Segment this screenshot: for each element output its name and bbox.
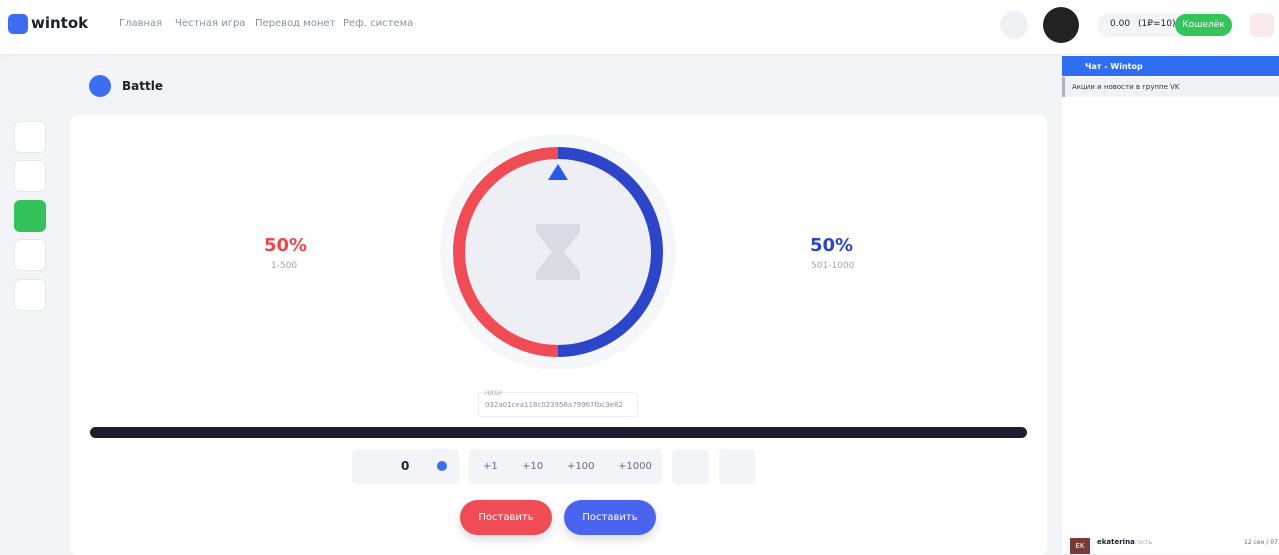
chat-notice[interactable]: Акции и новости в группе VK [1072, 83, 1180, 91]
coin-icon [437, 461, 447, 471]
hourglass [536, 224, 580, 280]
wallet-button[interactable]: Кошелёк [1175, 14, 1232, 36]
chat-header [1062, 56, 1279, 76]
rate: (1₽=10) [1138, 19, 1176, 29]
bet-value[interactable]: 0 [401, 459, 410, 473]
balance: 0.00 [1110, 19, 1131, 29]
nav-link[interactable]: Честная игра [175, 18, 246, 29]
increment-button[interactable]: +1 [483, 461, 498, 472]
logout-button[interactable] [1250, 13, 1274, 37]
hash-box [478, 392, 638, 417]
pointer [548, 164, 568, 180]
increment-button[interactable]: +1000 [618, 461, 652, 472]
logo[interactable]: wintok [31, 14, 89, 32]
chat-title: Чат - Wintop [1085, 62, 1143, 71]
chat-panel [1062, 55, 1279, 554]
right-percent: 50% [810, 235, 854, 256]
mode-button[interactable] [14, 239, 46, 271]
mode-button[interactable] [14, 160, 46, 192]
hash-label: HASH [485, 390, 502, 397]
clear-button[interactable] [719, 449, 755, 484]
logo-icon[interactable] [8, 14, 28, 34]
chat-avatar: EK [1070, 538, 1090, 554]
left-percent: 50% [264, 235, 308, 256]
wheel [440, 134, 676, 370]
increment-button[interactable]: +100 [567, 461, 595, 472]
chat-notice-box [1062, 77, 1279, 97]
nav-link[interactable]: Реф. система [343, 18, 414, 29]
nav-link[interactable]: Главная [119, 18, 163, 29]
hash: 032a01cea118c023958a79967fbc3e82 [485, 401, 623, 409]
mode-button-active[interactable] [14, 200, 46, 232]
mode-button[interactable] [14, 121, 46, 153]
telegram-button[interactable] [1000, 11, 1028, 39]
right-range: 501-1000 [811, 261, 855, 271]
avatar[interactable] [1043, 7, 1079, 43]
chat-role: гость [1135, 539, 1153, 546]
refresh-button[interactable] [672, 449, 709, 484]
header: wintok Главная Честная игра Перевод моне… [0, 0, 1279, 54]
chat-time: 12 сен / 07 [1244, 539, 1278, 546]
mode-button[interactable] [14, 279, 46, 311]
nav-link[interactable]: Перевод монет [255, 18, 336, 29]
battle-icon [89, 75, 111, 97]
page-title: Battle [122, 79, 163, 93]
increment-group [469, 449, 662, 484]
bet-red-button[interactable]: Поставить [460, 500, 552, 535]
bet-blue-button[interactable]: Поставить [564, 500, 656, 535]
progress-bar [90, 427, 1027, 438]
left-range: 1-500 [271, 261, 298, 271]
wheel-red [453, 147, 559, 357]
increment-button[interactable]: +10 [522, 461, 544, 472]
chat-user: ekaterina [1097, 538, 1135, 546]
wheel-blue [557, 147, 663, 357]
